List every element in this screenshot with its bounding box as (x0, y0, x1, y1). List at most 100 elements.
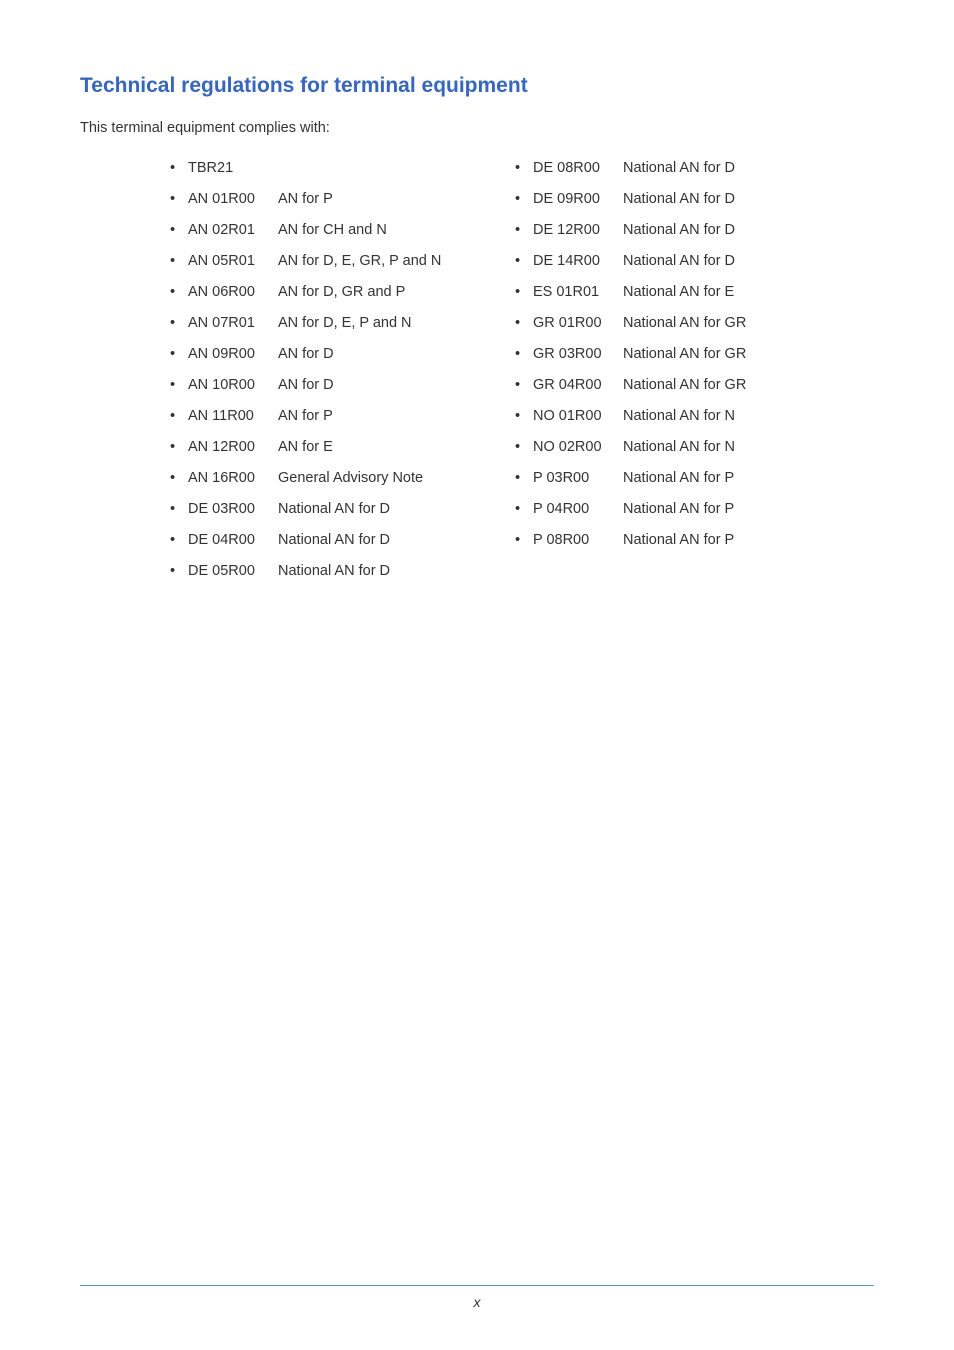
list-item: •DE 05R00National AN for D (170, 563, 515, 594)
list-item: •GR 01R00National AN for GR (515, 315, 845, 346)
list-item: •AN 05R01AN for D, E, GR, P and N (170, 253, 515, 284)
bullet-icon: • (170, 501, 188, 517)
regulation-desc: National AN for D (623, 253, 845, 269)
bullet-icon: • (515, 253, 533, 269)
regulation-desc: National AN for P (623, 470, 845, 486)
regulation-code: AN 05R01 (188, 253, 278, 269)
regulation-code: ES 01R01 (533, 284, 623, 300)
regulation-code: DE 05R00 (188, 563, 278, 579)
bullet-icon: • (515, 501, 533, 517)
bullet-icon: • (170, 563, 188, 579)
list-item: •ES 01R01National AN for E (515, 284, 845, 315)
bullet-icon: • (515, 346, 533, 362)
list-item: •P 04R00National AN for P (515, 501, 845, 532)
regulation-desc: National AN for D (278, 532, 515, 548)
list-item: •DE 12R00National AN for D (515, 222, 845, 253)
regulation-code: NO 02R00 (533, 439, 623, 455)
list-item: •DE 09R00National AN for D (515, 191, 845, 222)
regulation-code: DE 04R00 (188, 532, 278, 548)
regulation-code: AN 10R00 (188, 377, 278, 393)
list-item: •DE 03R00National AN for D (170, 501, 515, 532)
regulation-code: GR 04R00 (533, 377, 623, 393)
bullet-icon: • (515, 408, 533, 424)
regulation-desc: AN for E (278, 439, 515, 455)
bullet-icon: • (515, 532, 533, 548)
list-item: •AN 12R00AN for E (170, 439, 515, 470)
bullet-icon: • (170, 532, 188, 548)
list-item: •DE 14R00National AN for D (515, 253, 845, 284)
regulation-desc: National AN for N (623, 408, 845, 424)
regulation-desc: National AN for E (623, 284, 845, 300)
bullet-icon: • (170, 346, 188, 362)
regulation-code: AN 02R01 (188, 222, 278, 238)
regulation-code: TBR21 (188, 160, 278, 176)
regulation-desc: AN for D, E, GR, P and N (278, 253, 515, 269)
list-item: •P 08R00National AN for P (515, 532, 845, 563)
regulation-code: P 03R00 (533, 470, 623, 486)
regulations-columns: •TBR21•AN 01R00AN for P•AN 02R01AN for C… (80, 160, 874, 594)
regulation-code: AN 16R00 (188, 470, 278, 486)
intro-text: This terminal equipment complies with: (80, 120, 874, 136)
regulation-desc: AN for D, GR and P (278, 284, 515, 300)
regulation-code: AN 12R00 (188, 439, 278, 455)
list-item: •DE 04R00National AN for D (170, 532, 515, 563)
bullet-icon: • (170, 315, 188, 331)
regulation-desc: National AN for P (623, 501, 845, 517)
list-item: •NO 02R00National AN for N (515, 439, 845, 470)
regulation-desc: National AN for P (623, 532, 845, 548)
list-item: •AN 10R00AN for D (170, 377, 515, 408)
regulation-code: AN 09R00 (188, 346, 278, 362)
regulation-code: DE 08R00 (533, 160, 623, 176)
bullet-icon: • (515, 377, 533, 393)
regulation-code: AN 11R00 (188, 408, 278, 424)
list-item: •TBR21 (170, 160, 515, 191)
list-item: •P 03R00National AN for P (515, 470, 845, 501)
regulation-code: DE 14R00 (533, 253, 623, 269)
regulation-code: NO 01R00 (533, 408, 623, 424)
regulation-code: P 04R00 (533, 501, 623, 517)
regulations-col-right: •DE 08R00National AN for D•DE 09R00Natio… (515, 160, 845, 594)
bullet-icon: • (170, 439, 188, 455)
list-item: •GR 03R00National AN for GR (515, 346, 845, 377)
regulation-desc: General Advisory Note (278, 470, 515, 486)
list-item: •AN 07R01AN for D, E, P and N (170, 315, 515, 346)
regulation-desc: National AN for GR (623, 377, 845, 393)
regulation-code: AN 01R00 (188, 191, 278, 207)
list-item: •AN 01R00AN for P (170, 191, 515, 222)
list-item: •DE 08R00National AN for D (515, 160, 845, 191)
regulation-desc: AN for P (278, 408, 515, 424)
regulation-code: DE 03R00 (188, 501, 278, 517)
list-item: •AN 09R00AN for D (170, 346, 515, 377)
regulation-desc: AN for CH and N (278, 222, 515, 238)
bullet-icon: • (515, 191, 533, 207)
bullet-icon: • (170, 222, 188, 238)
list-item: •AN 02R01AN for CH and N (170, 222, 515, 253)
list-item: •AN 06R00AN for D, GR and P (170, 284, 515, 315)
regulation-code: GR 03R00 (533, 346, 623, 362)
regulation-desc: AN for D (278, 377, 515, 393)
regulation-desc: AN for D (278, 346, 515, 362)
regulation-desc: AN for P (278, 191, 515, 207)
list-item: •AN 11R00AN for P (170, 408, 515, 439)
regulation-code: AN 07R01 (188, 315, 278, 331)
regulation-code: GR 01R00 (533, 315, 623, 331)
bullet-icon: • (515, 439, 533, 455)
regulation-desc: National AN for D (278, 501, 515, 517)
bullet-icon: • (515, 160, 533, 176)
list-item: •NO 01R00National AN for N (515, 408, 845, 439)
regulation-code: DE 09R00 (533, 191, 623, 207)
bullet-icon: • (515, 284, 533, 300)
regulation-code: AN 06R00 (188, 284, 278, 300)
bullet-icon: • (515, 222, 533, 238)
regulation-desc: National AN for D (623, 191, 845, 207)
bullet-icon: • (170, 160, 188, 176)
bullet-icon: • (170, 408, 188, 424)
regulation-desc: National AN for N (623, 439, 845, 455)
list-item: •GR 04R00National AN for GR (515, 377, 845, 408)
bullet-icon: • (515, 470, 533, 486)
list-item: •AN 16R00General Advisory Note (170, 470, 515, 501)
bullet-icon: • (170, 377, 188, 393)
regulation-desc: National AN for D (623, 160, 845, 176)
bullet-icon: • (170, 284, 188, 300)
regulations-col-left: •TBR21•AN 01R00AN for P•AN 02R01AN for C… (170, 160, 515, 594)
